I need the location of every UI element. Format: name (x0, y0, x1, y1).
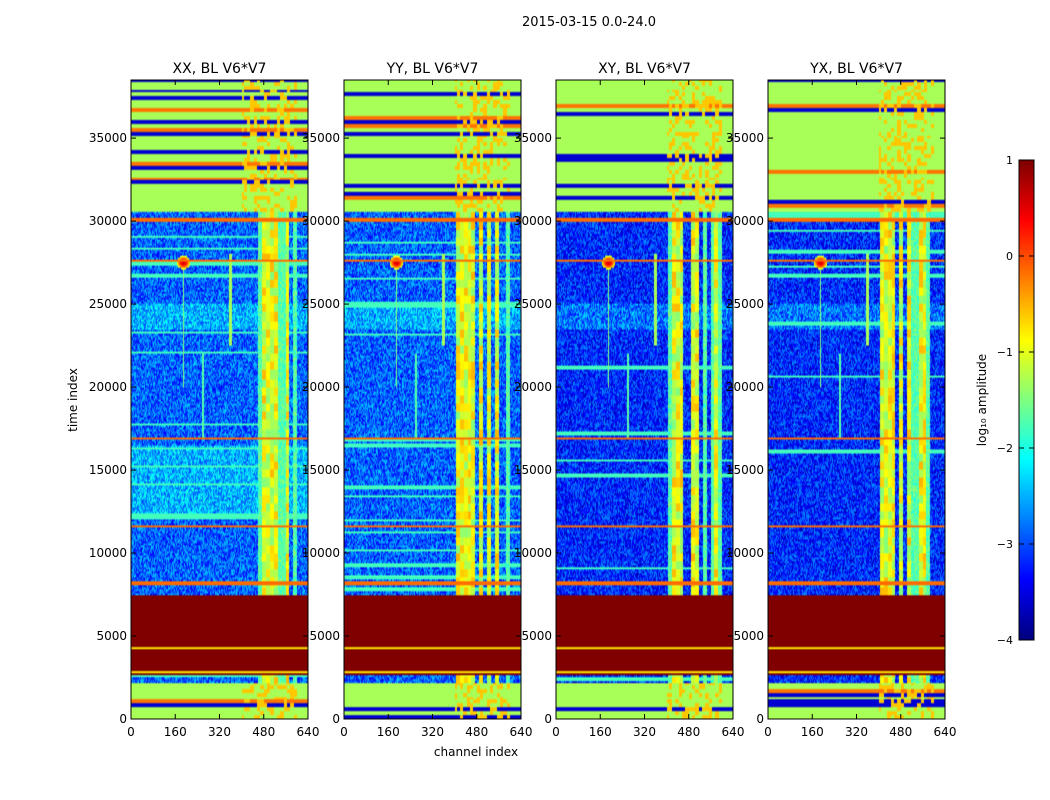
panel-xx: XX, BL V6*V7 0 160 320 480 640 0 5000 10000 15000… (89, 61, 320, 739)
y-tick-label: 20000 (514, 380, 552, 394)
panel-title: XY, BL V6*V7 (598, 61, 691, 77)
y-tick-label: 35000 (89, 131, 127, 145)
x-tick-label: 640 (297, 725, 320, 739)
y-tick-label: 35000 (514, 131, 552, 145)
y-tick-label: 10000 (302, 546, 340, 560)
x-tick-label: 640 (722, 725, 745, 739)
x-tick-label: 480 (252, 725, 275, 739)
y-tick-label: 0 (332, 712, 340, 726)
colorbar-tick-label: 0 (1006, 250, 1013, 263)
y-tick-label: 15000 (89, 463, 127, 477)
y-tick-label: 30000 (726, 214, 764, 228)
y-tick-label: 15000 (514, 463, 552, 477)
heatmap-image-yx (768, 80, 945, 719)
y-tick-label: 5000 (96, 629, 127, 643)
figure-title: 2015-03-15 0.0-24.0 (522, 15, 656, 30)
x-tick-label: 320 (845, 725, 868, 739)
x-tick-label: 0 (764, 725, 772, 739)
y-tick-label: 10000 (514, 546, 552, 560)
panels: XX, BL V6*V7 0 160 320 480 640 0 5000 10000 15000… (89, 61, 957, 739)
x-axis-label: channel index (434, 745, 518, 759)
colorbar-tick-label: −2 (997, 442, 1013, 455)
y-tick-label: 0 (756, 712, 764, 726)
x-tick-label: 160 (801, 725, 824, 739)
y-tick-label: 25000 (302, 297, 340, 311)
x-tick-label: 160 (377, 725, 400, 739)
y-tick-label: 35000 (726, 131, 764, 145)
x-tick-label: 480 (889, 725, 912, 739)
x-tick-label: 160 (164, 725, 187, 739)
x-tick-label: 320 (421, 725, 444, 739)
x-tick-label: 0 (340, 725, 348, 739)
heatmap-image-xy (556, 80, 733, 719)
y-tick-label: 20000 (302, 380, 340, 394)
y-tick-label: 25000 (726, 297, 764, 311)
heatmap-image-xx (131, 80, 308, 719)
y-tick-label: 0 (119, 712, 127, 726)
y-tick-label: 10000 (726, 546, 764, 560)
y-axis-label: time index (66, 368, 80, 432)
panel-title: YX, BL V6*V7 (809, 61, 903, 77)
colorbar-tick-label: −4 (997, 634, 1013, 647)
y-tick-label: 25000 (89, 297, 127, 311)
y-tick-label: 5000 (309, 629, 340, 643)
y-tick-label: 35000 (302, 131, 340, 145)
x-tick-label: 320 (633, 725, 656, 739)
y-tick-label: 30000 (89, 214, 127, 228)
x-tick-label: 640 (510, 725, 533, 739)
colorbar-label: log₁₀ amplitude (975, 354, 989, 446)
colorbar-tick-label: −1 (997, 346, 1013, 359)
heatmap-image-yy (344, 80, 521, 719)
x-tick-label: 480 (677, 725, 700, 739)
y-tick-label: 5000 (521, 629, 552, 643)
colorbar-frame (1018, 159, 1035, 641)
y-tick-label: 30000 (302, 214, 340, 228)
x-tick-label: 320 (208, 725, 231, 739)
y-tick-label: 25000 (514, 297, 552, 311)
colorbar-tick-label: 1 (1006, 154, 1013, 167)
y-tick-label: 10000 (89, 546, 127, 560)
y-tick-label: 20000 (89, 380, 127, 394)
panel-xy: XY, BL V6*V7 0 160 320 480 640 0 5000 10000 15000… (514, 61, 745, 739)
panel-title: XX, BL V6*V7 (173, 61, 267, 77)
panel-yy: YY, BL V6*V7 0 160 320 480 640 0 5000 10000 15000… (302, 61, 533, 739)
x-tick-label: 480 (465, 725, 488, 739)
panel-title: YY, BL V6*V7 (386, 61, 479, 77)
x-tick-label: 160 (589, 725, 612, 739)
colorbar: 1 0 −1 −2 −3 −4 log₁₀ amplitude (975, 154, 1035, 647)
y-tick-label: 15000 (726, 463, 764, 477)
y-tick-label: 20000 (726, 380, 764, 394)
colorbar-gradient (1019, 160, 1034, 640)
y-tick-label: 15000 (302, 463, 340, 477)
x-tick-label: 640 (934, 725, 957, 739)
x-tick-label: 0 (552, 725, 560, 739)
y-tick-label: 30000 (514, 214, 552, 228)
panel-yx: YX, BL V6*V7 0 160 320 480 640 0 5000 10000 15000… (726, 61, 957, 739)
x-tick-label: 0 (127, 725, 135, 739)
y-tick-label: 0 (544, 712, 552, 726)
colorbar-tick-label: −3 (997, 538, 1013, 551)
y-tick-label: 5000 (733, 629, 764, 643)
